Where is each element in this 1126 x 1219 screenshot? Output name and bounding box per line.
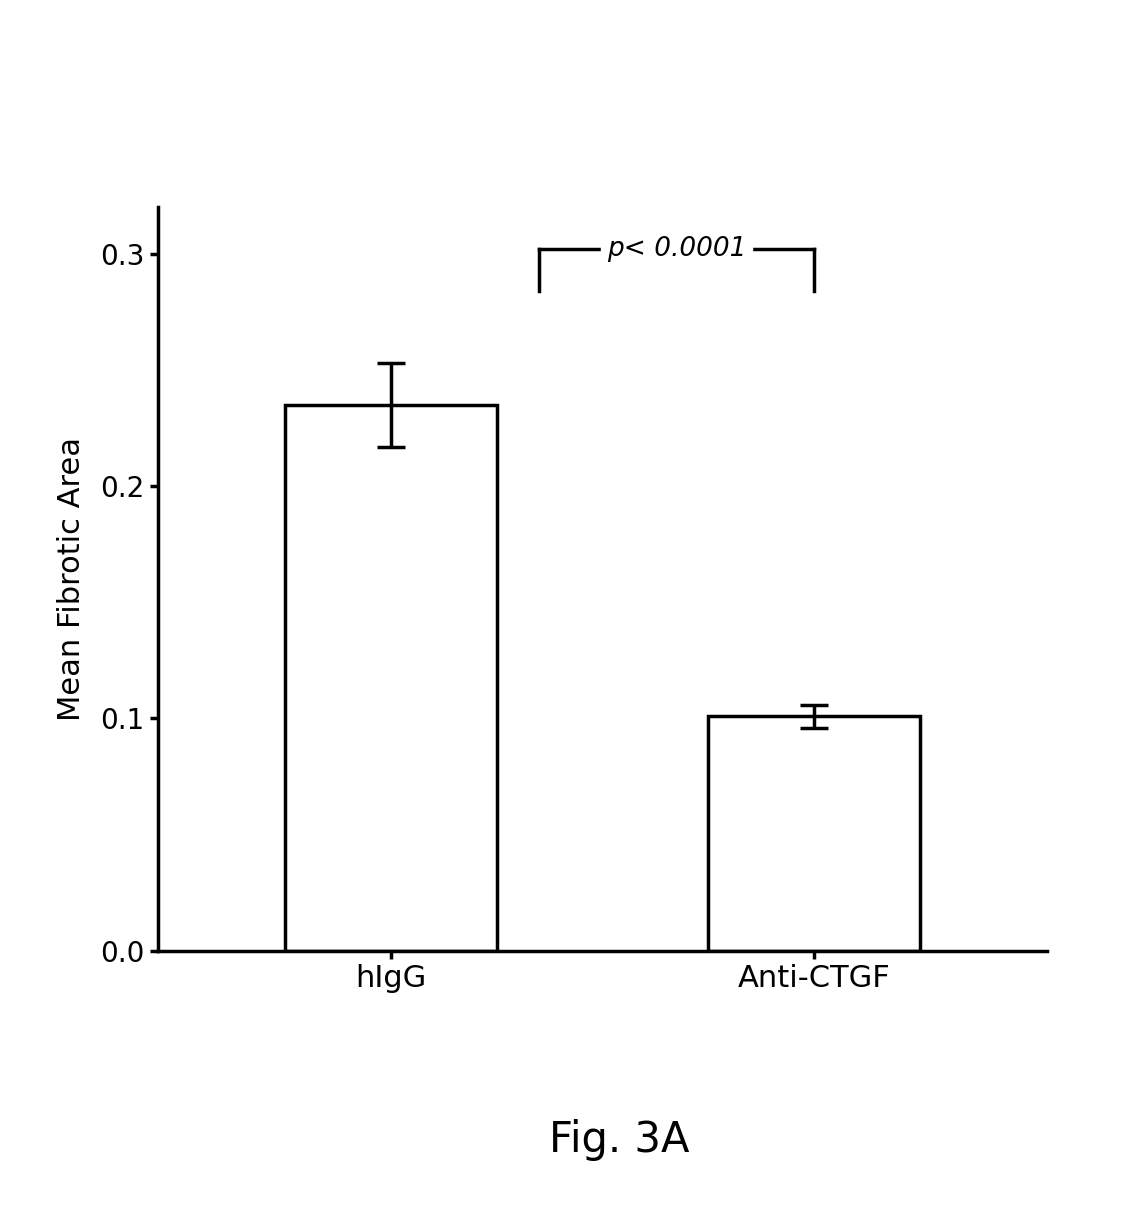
Bar xyxy=(708,716,920,951)
Text: Fig. 3A: Fig. 3A xyxy=(549,1119,689,1160)
Text: p< 0.0001: p< 0.0001 xyxy=(607,236,747,262)
Bar xyxy=(285,405,497,951)
Y-axis label: Mean Fibrotic Area: Mean Fibrotic Area xyxy=(57,438,87,720)
